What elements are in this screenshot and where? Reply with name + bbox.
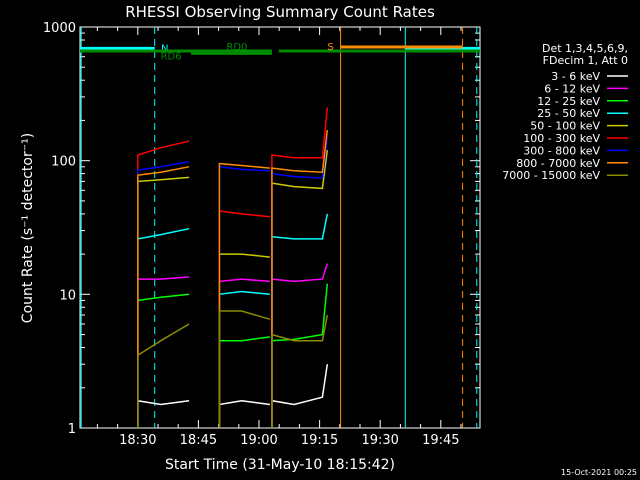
legend-entry-label: 3 - 6 keV [551, 70, 600, 83]
chart-title: RHESSI Observing Summary Count Rates [125, 3, 435, 21]
legend-header-line: FDecim 1, Att 0 [543, 54, 628, 67]
flag-label-s: S [327, 42, 333, 53]
y-axis-label: Count Rate (s⁻¹ detector⁻¹) [20, 133, 36, 323]
x-tick-label: 18:45 [180, 433, 217, 448]
y-tick-label: 1000 [43, 21, 76, 36]
timestamp: 15-Oct-2021 00:25 [561, 468, 637, 477]
legend-entry-label: 50 - 100 keV [530, 120, 600, 133]
series-line-7-segment-1 [218, 162, 270, 428]
legend-entry-label: 800 - 7000 keV [516, 157, 600, 170]
series-line-7-segment-0 [137, 166, 190, 428]
series-line-8-segment-0 [137, 323, 190, 428]
y-tick-label: 100 [51, 155, 76, 170]
x-tick-label: 19:30 [361, 433, 398, 448]
y-tick-label: 10 [59, 288, 76, 303]
series-line-8-segment-1 [218, 310, 271, 428]
legend-entry-label: 6 - 12 keV [544, 82, 600, 95]
flag-label-n: N [161, 43, 168, 54]
series-line-8-segment-2 [271, 314, 329, 428]
legend-entry-label: 7000 - 15000 keV [502, 169, 600, 182]
legend-entry-label: 300 - 800 keV [523, 144, 600, 157]
legend-entry-label: 12 - 25 keV [537, 95, 600, 108]
series-line-7-segment-2 [271, 129, 329, 428]
axes-frame [79, 26, 481, 429]
x-tick-label: 19:45 [422, 433, 459, 448]
x-tick-label: 19:15 [301, 433, 338, 448]
legend-entry-label: 25 - 50 keV [537, 107, 600, 120]
legend-header-line: Det 1,3,4,5,6,9, [542, 42, 628, 55]
y-tick-label: 1 [68, 422, 76, 437]
plot-area: 1 10 100 1000 18:30 18:45 19:00 19:15 19:30 19:45… [43, 21, 481, 448]
x-tick-label: 19:00 [240, 433, 277, 448]
legend: Det 1,3,4,5,6,9,FDecim 1, Att 0 3 - 6 keV… [502, 42, 628, 182]
x-tick-label: 18:30 [119, 433, 156, 448]
legend-entry-label: 100 - 300 keV [523, 132, 600, 145]
flag-label-rd0: RD0 [226, 42, 247, 53]
x-axis-label: Start Time (31-May-10 18:15:42) [165, 457, 395, 473]
flag-label-rd6: RD6 [161, 51, 182, 62]
